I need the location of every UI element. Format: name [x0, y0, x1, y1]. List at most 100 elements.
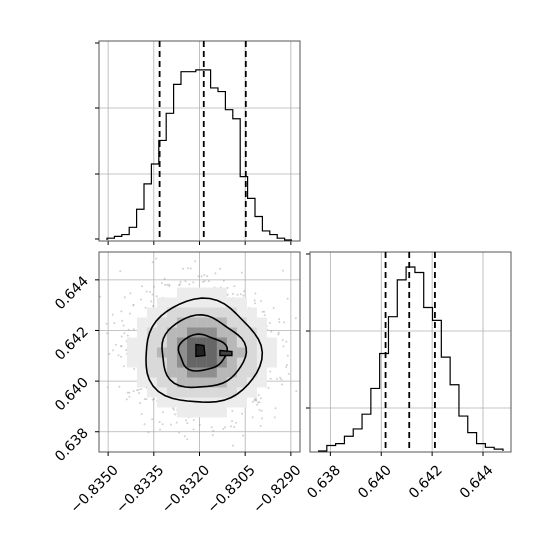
scatter-point: [163, 277, 166, 280]
scatter-point: [120, 344, 123, 347]
scatter-point: [112, 349, 114, 352]
density-cell: [176, 367, 187, 378]
scatter-point: [261, 417, 263, 420]
density-cell: [146, 357, 157, 368]
scatter-point: [241, 412, 243, 415]
scatter-point: [182, 267, 184, 270]
density-cell: [186, 297, 197, 308]
density-cell: [136, 347, 147, 358]
scatter-point: [219, 267, 222, 270]
density-cell: [186, 337, 197, 348]
scatter-point: [232, 444, 234, 447]
x-tick-label: −0.8350: [68, 462, 122, 516]
hist-param1-steps: [106, 69, 292, 241]
density-cell: [186, 287, 197, 298]
density-cell: [206, 327, 217, 338]
density-cell: [236, 367, 247, 378]
scatter-point: [173, 408, 175, 411]
density-cell: [216, 307, 227, 318]
hist-param1-quantiles: [158, 41, 247, 241]
density-cell: [136, 377, 147, 388]
scatter-point: [261, 310, 264, 313]
density-cell: [216, 407, 227, 418]
scatter-point: [253, 399, 256, 402]
scatter-point: [273, 416, 276, 419]
scatter-point: [222, 279, 225, 282]
hist-param1-frame: [98, 40, 301, 242]
scatter-point: [161, 411, 164, 414]
density-cell: [166, 397, 177, 408]
density-cell: [156, 387, 167, 398]
density-cell: [196, 367, 207, 378]
density-cell: [196, 287, 207, 298]
scatter-point: [263, 314, 266, 317]
scatter-point: [283, 321, 286, 324]
scatter-point: [253, 398, 256, 401]
density-cell: [266, 347, 277, 358]
scatter-point: [151, 261, 154, 264]
density-cell: [236, 397, 247, 408]
scatter-point: [254, 292, 257, 295]
contour-2sigma: [145, 297, 264, 404]
scatter-point: [270, 330, 273, 333]
scatter-point: [256, 403, 258, 406]
x-tick-label: −0.8335: [113, 462, 167, 516]
scatter-point: [187, 267, 189, 270]
density-cell: [156, 397, 167, 408]
density-cell: [186, 307, 197, 318]
scatter-point: [122, 365, 125, 368]
scatter-point: [206, 275, 209, 278]
scatter-point: [230, 425, 232, 428]
density-cell: [216, 367, 227, 378]
density-cell: [256, 337, 267, 348]
density-cell: [236, 377, 247, 388]
scatter-point: [99, 295, 102, 298]
density-cell: [226, 327, 237, 338]
density-cell: [206, 297, 217, 308]
density-cell: [206, 317, 217, 328]
scatter-point: [127, 328, 130, 331]
scatter-point: [151, 418, 154, 421]
density-cell: [236, 297, 247, 308]
scatter-point: [120, 335, 123, 338]
density-cell: [216, 397, 227, 408]
density-cell: [256, 327, 267, 338]
scatter-point: [253, 299, 256, 302]
density-cell: [216, 387, 227, 398]
scatter-point: [128, 395, 131, 398]
scatter-point: [242, 294, 245, 297]
density-cell: [186, 387, 197, 398]
scatter-point: [203, 280, 206, 282]
density-cell: [196, 407, 207, 418]
scatter-point: [268, 322, 271, 324]
density-cell: [176, 357, 187, 368]
scatter-point: [186, 422, 189, 425]
scatter-point: [269, 370, 272, 373]
scatter-point: [254, 302, 257, 305]
density-cell: [176, 347, 187, 358]
density-cell: [176, 387, 187, 398]
scatter-point: [152, 305, 155, 308]
scatter-point: [139, 402, 142, 405]
scatter-point: [123, 296, 126, 299]
scatter-point: [192, 419, 195, 421]
scatter-point: [133, 367, 136, 370]
density-cell: [246, 377, 257, 388]
density-cell: [206, 287, 217, 298]
scatter-point: [168, 285, 171, 287]
density-cell: [176, 317, 187, 328]
scatter-point: [278, 321, 281, 324]
scatter-point: [126, 334, 129, 337]
scatter-point: [141, 285, 144, 288]
density-cell: [236, 337, 247, 348]
density-cell: [136, 337, 147, 348]
density-cell: [146, 327, 157, 338]
density-cell: [166, 347, 177, 358]
density-cell: [156, 297, 167, 308]
scatter-point: [260, 300, 262, 303]
scatter-point: [277, 331, 280, 334]
scatter-point: [168, 283, 171, 286]
scatter-point: [285, 340, 288, 343]
density-cell: [186, 327, 197, 338]
scatter-point: [144, 306, 147, 309]
